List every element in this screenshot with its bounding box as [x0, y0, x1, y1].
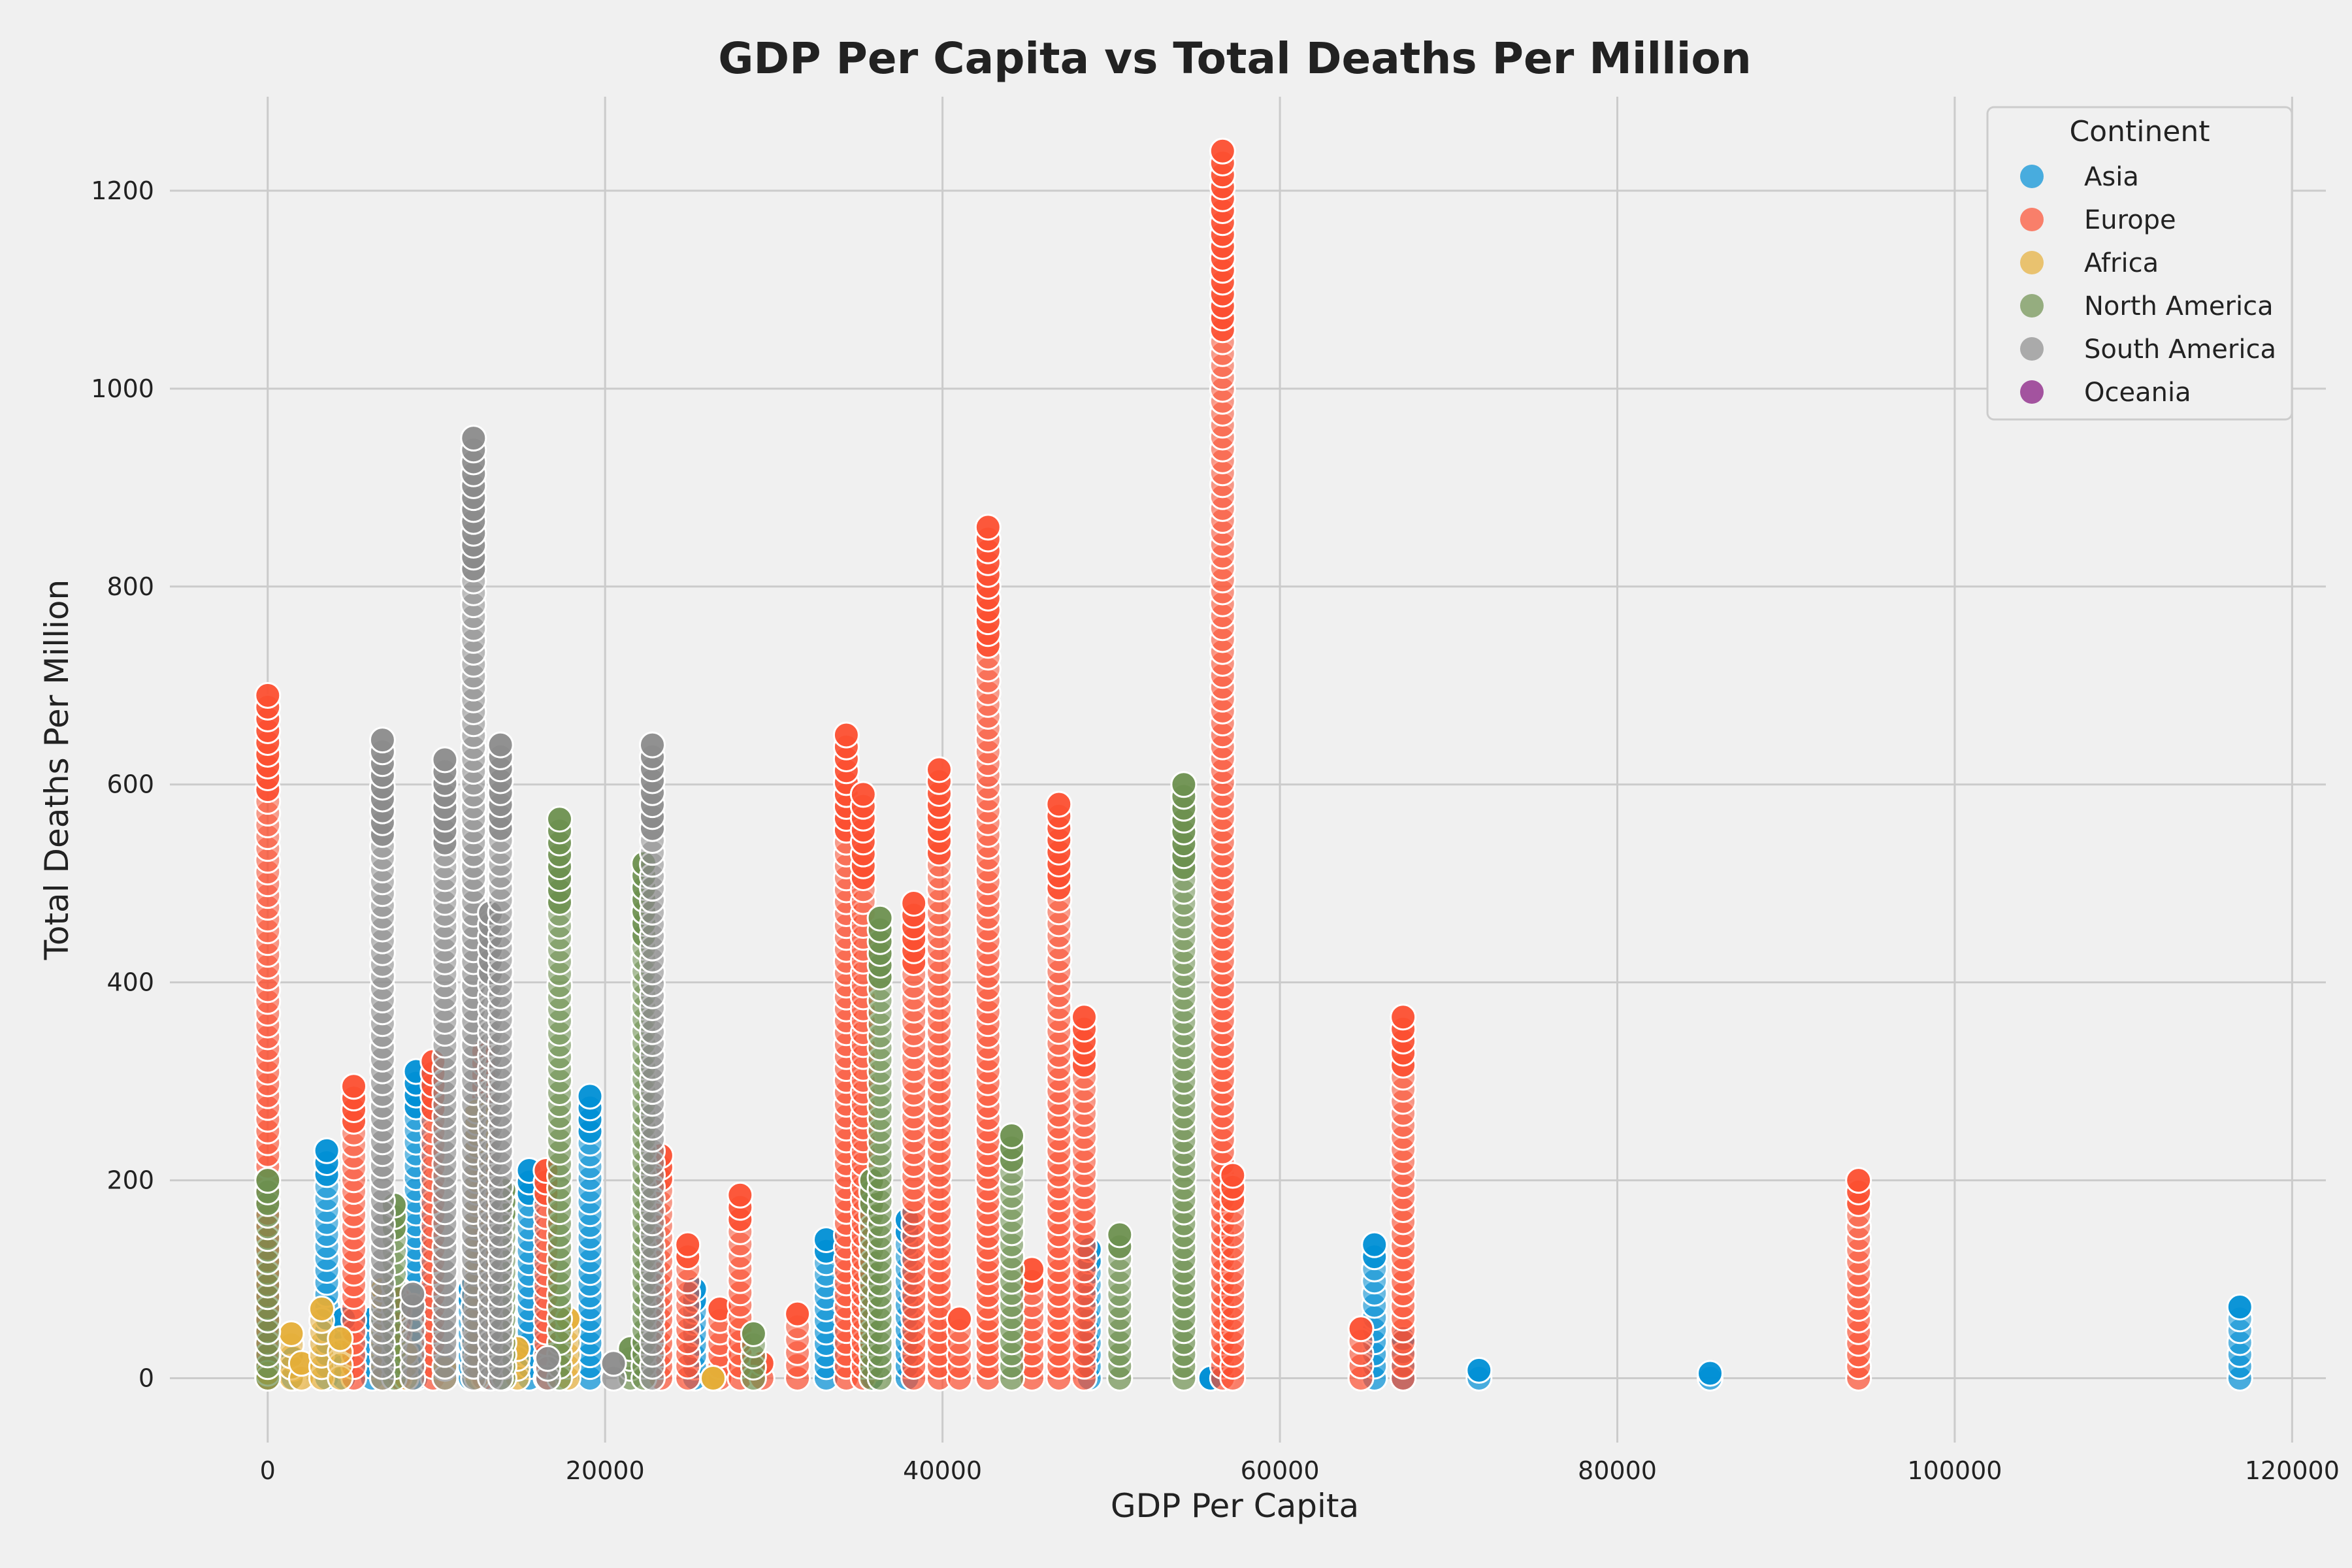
legend-marker — [2020, 294, 2044, 318]
legend-label: Europe — [2084, 205, 2176, 235]
x-tick-label: 20000 — [566, 1456, 645, 1485]
data-point — [849, 781, 877, 808]
data-point — [1465, 1356, 1493, 1384]
y-tick-label: 1000 — [91, 374, 154, 403]
data-point — [1106, 1221, 1134, 1249]
data-point — [308, 1296, 335, 1322]
data-point — [460, 425, 487, 452]
chart-title: GDP Per Capita vs Total Deaths Per Milli… — [718, 33, 1752, 84]
data-point — [674, 1231, 702, 1258]
data-point — [900, 890, 928, 917]
legend-marker — [2020, 337, 2044, 361]
data-point — [487, 731, 514, 759]
legend-label: Oceania — [2084, 378, 2191, 408]
data-point — [2226, 1294, 2253, 1320]
y-tick-label: 200 — [106, 1166, 154, 1195]
legend-marker — [2020, 165, 2044, 188]
y-tick-label: 400 — [106, 968, 154, 997]
y-tick-label: 1200 — [91, 176, 154, 205]
data-point — [1697, 1360, 1723, 1387]
data-point — [1361, 1231, 1388, 1258]
data-point — [926, 756, 953, 783]
data-point — [700, 1365, 727, 1392]
legend-label: South America — [2084, 335, 2276, 365]
x-tick-label: 0 — [260, 1456, 276, 1485]
data-point — [639, 731, 666, 759]
y-tick-label: 800 — [106, 572, 154, 601]
x-tick-label: 40000 — [903, 1456, 982, 1485]
data-point — [998, 1122, 1025, 1149]
data-point — [1390, 1004, 1417, 1031]
data-point — [1170, 771, 1198, 798]
legend-items: Asia Europe Africa North America South Ameri… — [2020, 162, 2276, 408]
data-point — [974, 514, 1002, 541]
data-point — [399, 1281, 427, 1308]
data-point — [1845, 1167, 1872, 1194]
data-point — [368, 727, 396, 754]
y-tick-label: 0 — [139, 1364, 154, 1393]
data-point — [832, 721, 860, 749]
y-axis-label: Total Deaths Per Million — [38, 580, 76, 960]
x-tick-labels: 0 20000 40000 60000 80000 100000 120000 — [260, 1456, 2340, 1485]
legend-box — [1986, 106, 2293, 421]
data-point — [431, 746, 459, 774]
data-point — [576, 1083, 604, 1110]
data-point — [600, 1350, 627, 1377]
data-point — [1209, 137, 1236, 165]
data-point — [740, 1320, 767, 1347]
legend-marker — [2020, 208, 2044, 231]
data-point — [784, 1300, 811, 1328]
series-south-america — [368, 425, 666, 1392]
data-point — [1045, 791, 1073, 818]
y-tick-label: 600 — [106, 770, 154, 799]
data-point — [327, 1325, 354, 1352]
data-point — [866, 904, 894, 932]
legend-marker — [2020, 380, 2044, 404]
data-point — [534, 1345, 561, 1372]
data-point — [946, 1305, 973, 1333]
x-tick-label: 120000 — [2245, 1456, 2340, 1485]
y-tick-labels: 0 200 400 600 800 1000 1200 — [91, 176, 154, 1393]
data-point — [278, 1320, 305, 1347]
data-point — [340, 1073, 367, 1100]
legend-marker — [2020, 251, 2044, 274]
legend-label: Africa — [2084, 248, 2159, 278]
data-point — [254, 1167, 282, 1194]
data-point — [254, 681, 282, 709]
data-point — [1071, 1004, 1098, 1031]
data-point — [546, 806, 573, 833]
legend-label: Asia — [2084, 162, 2139, 192]
data-point — [313, 1137, 340, 1164]
x-axis-label: GDP Per Capita — [1111, 1487, 1359, 1525]
data-points — [254, 137, 2253, 1392]
x-tick-label: 60000 — [1241, 1456, 1320, 1485]
legend-label: North America — [2084, 291, 2274, 321]
legend-title: Continent — [2069, 115, 2210, 148]
x-tick-label: 100000 — [1907, 1456, 2002, 1485]
legend: Continent Asia Europe Africa North America S… — [1986, 106, 2293, 421]
x-tick-label: 80000 — [1578, 1456, 1657, 1485]
data-point — [1347, 1315, 1375, 1343]
data-point — [1219, 1162, 1247, 1189]
data-point — [727, 1181, 754, 1209]
